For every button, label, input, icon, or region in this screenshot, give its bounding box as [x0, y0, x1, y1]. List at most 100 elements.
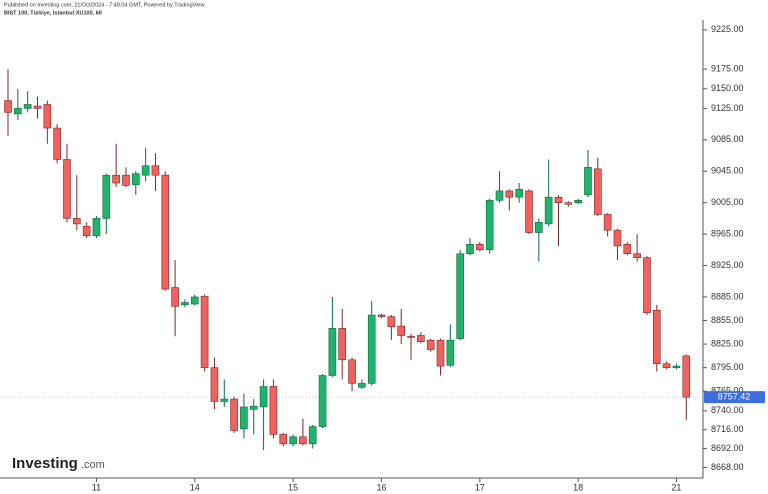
- candle-body: [259, 386, 268, 408]
- candle-body: [23, 104, 32, 109]
- y-tick-label: 9150.00: [711, 83, 744, 93]
- candle-body: [102, 174, 111, 219]
- candle-body: [63, 159, 71, 219]
- candle-body: [210, 367, 219, 402]
- y-tick-label: 8765.00: [711, 386, 744, 396]
- x-tick-label: 14: [190, 482, 200, 492]
- candle-body: [623, 244, 632, 255]
- candle-body: [318, 375, 327, 427]
- candle-body: [358, 383, 366, 388]
- candle-body: [279, 434, 288, 445]
- y-tick-label: 9125.00: [711, 103, 744, 113]
- candle-body: [446, 339, 455, 366]
- y-tick-label: 8716.00: [711, 424, 744, 434]
- candle-body: [672, 365, 681, 368]
- candle-body: [161, 174, 170, 290]
- y-tick-label: 9175.00: [711, 64, 744, 74]
- candle-body: [574, 200, 582, 203]
- candle-body: [613, 229, 622, 247]
- candle-body: [377, 314, 386, 317]
- candle-body: [240, 406, 248, 430]
- candle-body: [436, 339, 445, 367]
- published-note: Published on Investing.com, 21/Oct/2024 …: [4, 2, 206, 8]
- x-tick-label: 21: [671, 482, 681, 492]
- candle-body: [387, 316, 396, 328]
- candle-body: [535, 222, 543, 233]
- candle-body: [525, 190, 533, 233]
- candle-body: [289, 436, 297, 445]
- y-tick-label: 9225.00: [711, 24, 744, 34]
- candle-body: [122, 174, 130, 186]
- candle-body: [417, 335, 425, 343]
- candle-body: [456, 253, 464, 339]
- candle-body: [112, 174, 120, 184]
- candle-body: [141, 165, 150, 176]
- candle-body: [249, 405, 258, 410]
- candle-body: [544, 196, 553, 225]
- price-label: 8757.42: [718, 392, 751, 402]
- candle-body: [584, 167, 592, 196]
- candle-body: [4, 100, 12, 113]
- symbol-title: BIST 100, Türkiye, Istanbul:XU100, 60: [4, 10, 102, 16]
- logo-suffix: .com: [81, 459, 105, 471]
- candle-body: [131, 173, 140, 185]
- candle-body: [53, 127, 61, 160]
- candle-body: [299, 436, 307, 445]
- candle-body: [643, 257, 651, 313]
- candle-body: [338, 328, 347, 361]
- candle-body: [43, 104, 52, 129]
- x-tick-label: 11: [92, 482, 101, 492]
- y-tick-label: 9005.00: [711, 197, 744, 207]
- logo-brand: Investing: [12, 455, 78, 472]
- y-tick-label: 8825.00: [711, 338, 744, 348]
- candle-body: [328, 328, 337, 376]
- x-tick-label: 16: [377, 482, 387, 492]
- candle-body: [397, 325, 406, 336]
- candle-body: [367, 314, 376, 384]
- x-tick-label: 15: [288, 482, 298, 492]
- price-badge: [704, 391, 765, 404]
- candle-body: [200, 295, 209, 368]
- y-tick-label: 8795.00: [711, 362, 744, 372]
- y-tick-label: 8965.00: [711, 228, 744, 238]
- candle-body: [82, 225, 91, 236]
- candle-body: [181, 302, 189, 306]
- candle-body: [73, 218, 81, 225]
- candle-body: [564, 202, 573, 205]
- candle-body: [466, 244, 474, 255]
- candle-body: [515, 189, 523, 198]
- candle-body: [348, 359, 356, 384]
- candle-body: [230, 398, 238, 431]
- candle-body: [33, 105, 42, 109]
- x-tick-label: 17: [475, 482, 485, 492]
- y-tick-label: 8885.00: [711, 291, 744, 301]
- candle-body: [269, 386, 278, 435]
- candle-body: [190, 296, 199, 305]
- candle-body: [554, 196, 563, 203]
- y-tick-label: 9085.00: [711, 134, 744, 144]
- candle-body: [426, 339, 435, 350]
- candle-body: [662, 363, 671, 368]
- candle-body: [220, 398, 229, 402]
- candle-body: [652, 310, 661, 365]
- candle-body: [92, 218, 101, 236]
- y-tick-label: 8668.00: [711, 462, 744, 472]
- candle-body: [308, 426, 317, 445]
- candle-body: [593, 168, 602, 215]
- candle-body: [495, 190, 504, 201]
- x-tick-label: 18: [573, 482, 583, 492]
- candle-body: [476, 244, 484, 251]
- candle-body: [633, 253, 641, 258]
- candle-body: [14, 108, 22, 115]
- candle-body: [407, 335, 415, 338]
- y-tick-label: 8855.00: [711, 315, 744, 325]
- candle-body: [603, 214, 612, 231]
- y-tick-label: 9045.00: [711, 166, 744, 176]
- candle-body: [505, 190, 514, 198]
- candle-body: [171, 287, 179, 307]
- candle-body: [485, 200, 494, 251]
- candle-body: [151, 165, 160, 176]
- y-tick-label: 8692.00: [711, 443, 744, 453]
